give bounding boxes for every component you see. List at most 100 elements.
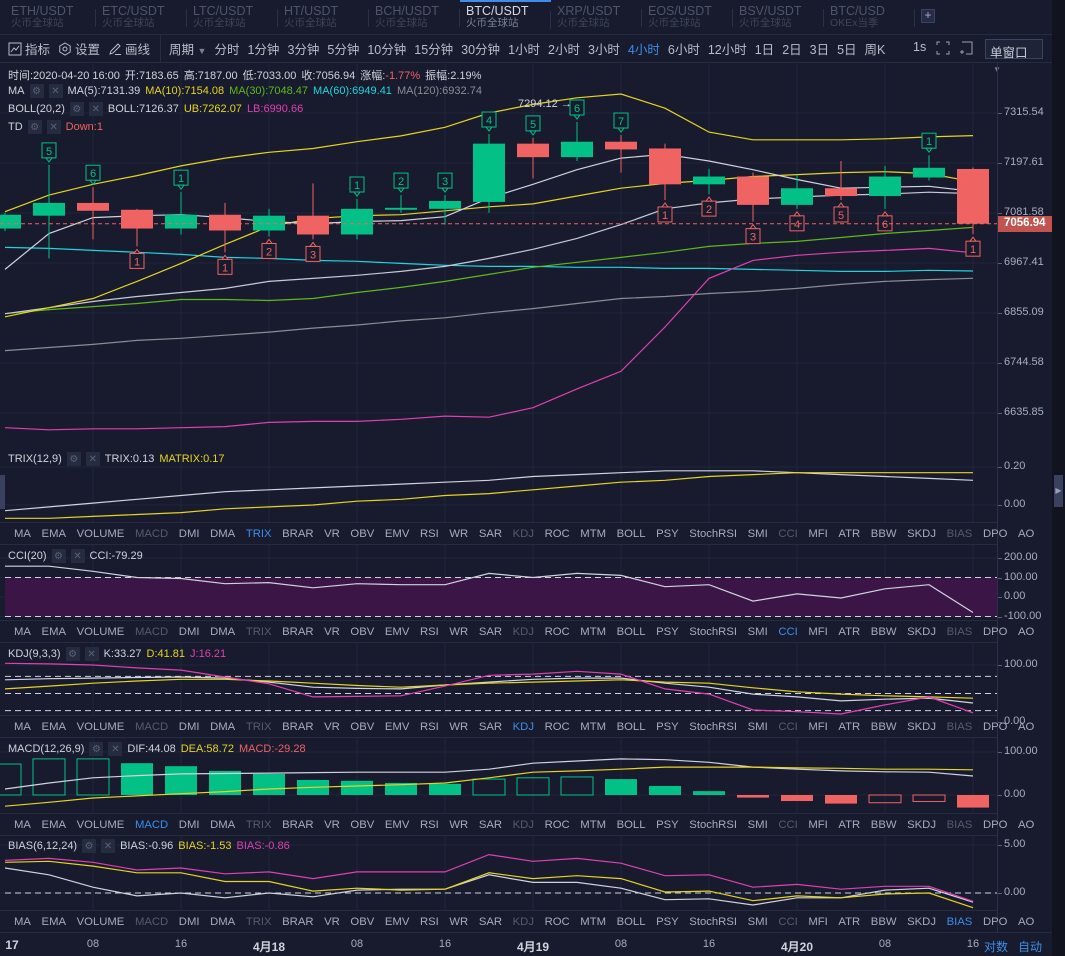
- indicator-tab-cci[interactable]: CCI: [778, 818, 798, 831]
- indicator-tab-cci[interactable]: CCI: [778, 527, 798, 540]
- interval-9[interactable]: 3小时: [587, 43, 620, 57]
- indicator-tab-stochrsi[interactable]: StochRSI: [689, 720, 738, 733]
- indicator-tab-smi[interactable]: SMI: [747, 625, 768, 638]
- close-icon[interactable]: ✕: [101, 839, 116, 853]
- indicator-tab-dma[interactable]: DMA: [210, 818, 236, 831]
- add-tab-button[interactable]: +: [921, 9, 935, 23]
- axis-macd[interactable]: 100.00 0.00: [997, 738, 1052, 836]
- indicator-tab-dmi[interactable]: DMI: [178, 818, 200, 831]
- indicator-tab-sar[interactable]: SAR: [478, 818, 503, 831]
- indicator-tab-mtm[interactable]: MTM: [580, 915, 607, 928]
- indicator-tab-atr[interactable]: ATR: [838, 720, 861, 733]
- indicator-tab-dma[interactable]: DMA: [210, 527, 236, 540]
- market-tab-btc-usd[interactable]: BTC/USD OKEx当季: [824, 0, 915, 34]
- trix-panel-chart[interactable]: [0, 448, 997, 522]
- indicator-tab-vr[interactable]: VR: [324, 720, 340, 733]
- indicator-tab-dmi[interactable]: DMI: [178, 720, 200, 733]
- indicator-tab-kdj[interactable]: KDJ: [512, 720, 534, 733]
- indicator-tab-wr[interactable]: WR: [449, 720, 469, 733]
- indicator-tab-psy[interactable]: PSY: [656, 818, 679, 831]
- indicator-tab-atr[interactable]: ATR: [838, 915, 861, 928]
- indicator-tab-wr[interactable]: WR: [449, 625, 469, 638]
- axis-trix[interactable]: 0.20 0.00: [997, 448, 1052, 545]
- indicator-tab-roc[interactable]: ROC: [544, 915, 570, 928]
- indicator-tab-skdj[interactable]: SKDJ: [907, 527, 936, 540]
- bias-panel-chart[interactable]: [0, 835, 997, 910]
- indicator-tab-atr[interactable]: ATR: [838, 625, 861, 638]
- candlestick-chart[interactable]: 5 6 1 1 1 2 3 1 2 3 4 5 6 7 1 2 3 4 5 6 1 1 7294.12 →: [0, 62, 997, 448]
- indicator-tab-vr[interactable]: VR: [324, 625, 340, 638]
- indicator-tab-bias[interactable]: BIAS: [946, 818, 973, 831]
- interval-1[interactable]: 1分钟: [247, 43, 280, 57]
- indicator-tab-dma[interactable]: DMA: [210, 915, 236, 928]
- interval-5[interactable]: 15分钟: [414, 43, 454, 57]
- indicator-tab-dpo[interactable]: DPO: [982, 720, 1008, 733]
- log-scale-toggle[interactable]: 对数: [984, 940, 1009, 954]
- market-tab-btc-usdt[interactable]: BTC/USDT 火币全球站: [460, 0, 551, 34]
- indicator-tab-cci[interactable]: CCI: [778, 915, 798, 928]
- market-tab-xrp-usdt[interactable]: XRP/USDT 火币全球站: [551, 0, 642, 34]
- market-tab-bch-usdt[interactable]: BCH/USDT 火币全球站: [369, 0, 460, 34]
- indicator-tab-mfi[interactable]: MFI: [808, 720, 828, 733]
- indicator-tab-vr[interactable]: VR: [324, 527, 340, 540]
- interval-8[interactable]: 2小时: [548, 43, 580, 57]
- indicator-tab-brar[interactable]: BRAR: [282, 527, 314, 540]
- indicator-tab-volume[interactable]: VOLUME: [76, 818, 125, 831]
- indicator-tab-ma[interactable]: MA: [14, 527, 31, 540]
- indicator-tab-wr[interactable]: WR: [449, 818, 469, 831]
- indicator-tab-dpo[interactable]: DPO: [982, 915, 1008, 928]
- indicator-tab-ema[interactable]: EMA: [41, 720, 67, 733]
- indicator-tab-kdj[interactable]: KDJ: [512, 527, 534, 540]
- indicator-tab-bias[interactable]: BIAS: [946, 625, 973, 638]
- interval-17[interactable]: 周K: [864, 43, 886, 57]
- interval-0[interactable]: 分时: [214, 43, 240, 57]
- indicator-tab-emv[interactable]: EMV: [384, 625, 410, 638]
- indicator-tab-stochrsi[interactable]: StochRSI: [689, 527, 738, 540]
- indicator-tab-obv[interactable]: OBV: [350, 527, 375, 540]
- indicator-tab-mtm[interactable]: MTM: [580, 625, 607, 638]
- indicator-tab-mtm[interactable]: MTM: [580, 720, 607, 733]
- indicator-tab-rsi[interactable]: RSI: [419, 720, 439, 733]
- close-icon[interactable]: ✕: [46, 120, 61, 134]
- auto-scale-toggle[interactable]: 自动: [1018, 940, 1043, 954]
- indicator-tab-cci[interactable]: CCI: [778, 625, 798, 638]
- screenshot-icon[interactable]: [959, 41, 973, 55]
- close-icon[interactable]: ✕: [48, 84, 63, 98]
- close-icon[interactable]: ✕: [84, 647, 99, 661]
- indicator-tab-bbw[interactable]: BBW: [870, 915, 897, 928]
- kdj-panel-chart[interactable]: [0, 643, 997, 715]
- indicator-tab-bbw[interactable]: BBW: [870, 527, 897, 540]
- macd-panel-chart[interactable]: [0, 738, 997, 813]
- interval-3[interactable]: 5分钟: [327, 43, 360, 57]
- indicator-tab-bbw[interactable]: BBW: [870, 720, 897, 733]
- price-axis[interactable]: 7315.54 7197.61 7081.58 6967.41 6855.09 6744.…: [997, 62, 1053, 448]
- indicator-tab-mfi[interactable]: MFI: [808, 818, 828, 831]
- indicator-tab-dpo[interactable]: DPO: [982, 527, 1008, 540]
- refresh-rate[interactable]: 1s: [913, 40, 927, 54]
- settings-gear-icon[interactable]: ⚙: [66, 452, 81, 466]
- indicator-tab-macd[interactable]: MACD: [134, 818, 169, 831]
- indicator-tab-skdj[interactable]: SKDJ: [907, 720, 936, 733]
- indicator-tab-skdj[interactable]: SKDJ: [907, 915, 936, 928]
- market-tab-bsv-usdt[interactable]: BSV/USDT 火币全球站: [733, 0, 824, 34]
- indicator-tab-atr[interactable]: ATR: [838, 527, 861, 540]
- indicator-tab-brar[interactable]: BRAR: [282, 818, 314, 831]
- indicator-tab-ao[interactable]: AO: [1018, 915, 1035, 928]
- indicator-tab-dma[interactable]: DMA: [210, 625, 236, 638]
- indicator-tab-obv[interactable]: OBV: [350, 720, 375, 733]
- indicator-tab-boll[interactable]: BOLL: [616, 625, 646, 638]
- indicator-tab-ema[interactable]: EMA: [41, 915, 67, 928]
- indicator-tab-cci[interactable]: CCI: [778, 720, 798, 733]
- market-tab-eth-usdt[interactable]: ETH/USDT 火币全球站: [5, 0, 96, 34]
- close-icon[interactable]: ✕: [88, 102, 103, 116]
- indicator-tab-roc[interactable]: ROC: [544, 527, 570, 540]
- settings-gear-icon[interactable]: ⚙: [89, 742, 104, 756]
- settings-gear-icon[interactable]: ⚙: [82, 839, 97, 853]
- indicator-tab-obv[interactable]: OBV: [350, 818, 375, 831]
- indicator-tab-kdj[interactable]: KDJ: [512, 625, 534, 638]
- indicator-tab-ao[interactable]: AO: [1018, 818, 1035, 831]
- indicator-tab-trix[interactable]: TRIX: [245, 625, 272, 638]
- interval-14[interactable]: 2日: [782, 43, 802, 57]
- indicator-tab-stochrsi[interactable]: StochRSI: [689, 625, 738, 638]
- time-axis[interactable]: 对数 自动 17 08 16 4月18 08 16 4月19 08 16 4月20 08 16: [0, 932, 1052, 956]
